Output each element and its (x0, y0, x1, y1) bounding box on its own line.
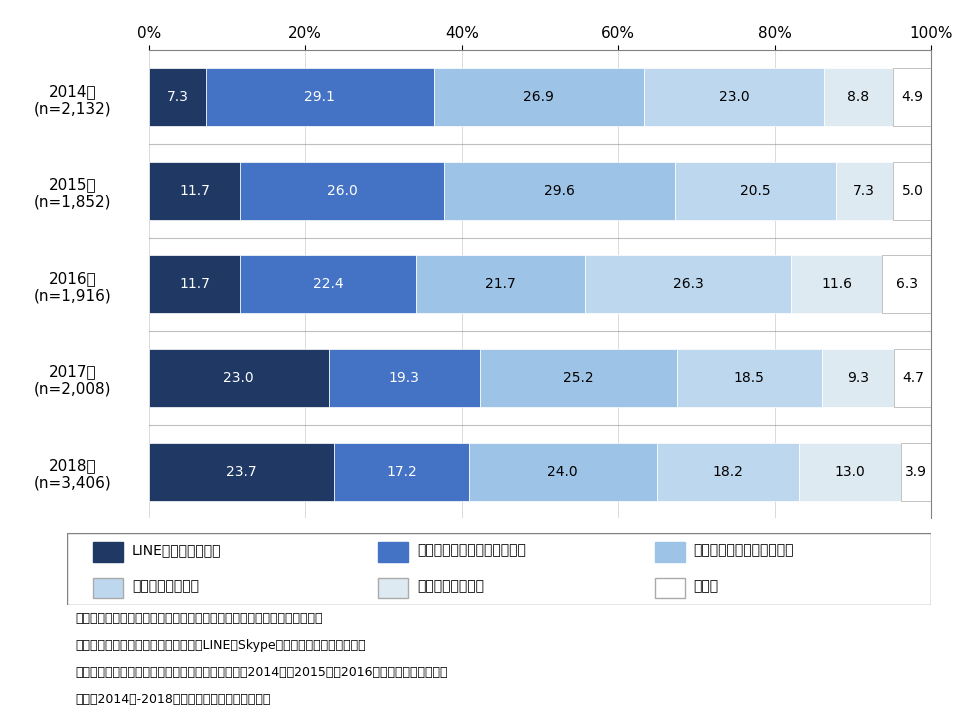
Text: 17.2: 17.2 (386, 464, 417, 479)
Bar (378, 578, 408, 598)
Bar (836, 162, 893, 220)
Text: 7.3: 7.3 (853, 184, 876, 198)
Text: 18.2: 18.2 (712, 464, 743, 479)
Bar (655, 578, 685, 598)
Bar (882, 256, 931, 313)
Text: 19.3: 19.3 (389, 371, 420, 385)
Text: 29.1: 29.1 (304, 90, 335, 104)
Bar (791, 256, 882, 313)
Text: 注２：スマホ・ケータイでの通話は、LINEやSkypeなどを用いた通話も含む。: 注２：スマホ・ケータイでの通話は、LINEやSkypeなどを用いた通話も含む。 (76, 639, 367, 652)
Text: 6.3: 6.3 (896, 277, 918, 292)
Bar (149, 256, 240, 313)
Text: 9.3: 9.3 (847, 371, 869, 385)
Text: 固定電話での通話: 固定電話での通話 (132, 579, 199, 593)
Bar (93, 542, 123, 562)
Bar (149, 349, 328, 407)
Bar (328, 349, 480, 407)
Text: 25.2: 25.2 (563, 371, 593, 385)
Text: 22.4: 22.4 (313, 277, 344, 292)
Bar (895, 349, 931, 407)
Text: 11.6: 11.6 (821, 277, 852, 292)
Text: 13.0: 13.0 (834, 464, 865, 479)
Text: 7.3: 7.3 (166, 90, 188, 104)
Bar (416, 256, 586, 313)
Bar (240, 256, 416, 313)
Bar (677, 349, 822, 407)
Bar (240, 162, 444, 220)
Bar (480, 349, 677, 407)
Text: 5.0: 5.0 (901, 184, 924, 198)
Text: 29.6: 29.6 (544, 184, 575, 198)
Bar (468, 443, 657, 500)
Text: スマホ・ケータイでの通話: スマホ・ケータイでの通話 (693, 543, 794, 557)
Bar (444, 162, 675, 220)
Text: 26.9: 26.9 (523, 90, 554, 104)
Bar (799, 443, 900, 500)
Bar (675, 162, 836, 220)
Text: 18.5: 18.5 (733, 371, 765, 385)
Bar (893, 68, 931, 126)
Text: 26.3: 26.3 (673, 277, 704, 292)
Bar (205, 68, 434, 126)
Text: 注１：スマホ・ケータイ所有者で、それぞれの連絡相手がいる人が回答。: 注１：スマホ・ケータイ所有者で、それぞれの連絡相手がいる人が回答。 (76, 612, 324, 625)
Text: 24.0: 24.0 (547, 464, 578, 479)
Bar (434, 68, 644, 126)
Bar (378, 542, 408, 562)
Text: 注３：「その他」は「パソコンを用いたメール」と2014年、2015年、2016年は「手紙」を含む。: 注３：「その他」は「パソコンを用いたメール」と2014年、2015年、2016年… (76, 666, 448, 679)
Text: 26.0: 26.0 (326, 184, 357, 198)
Bar (586, 256, 791, 313)
Text: 23.0: 23.0 (224, 371, 254, 385)
Bar (900, 443, 931, 500)
Text: 20.5: 20.5 (740, 184, 771, 198)
Text: 出所：2014年-2018年一般向けモバイル動向調査: 出所：2014年-2018年一般向けモバイル動向調査 (76, 693, 272, 706)
Text: 11.7: 11.7 (180, 277, 210, 292)
Text: 4.7: 4.7 (901, 371, 924, 385)
Text: 3.9: 3.9 (905, 464, 927, 479)
Text: 4.9: 4.9 (901, 90, 923, 104)
Bar (149, 68, 205, 126)
Text: 21.7: 21.7 (485, 277, 516, 292)
Text: 8.8: 8.8 (848, 90, 870, 104)
Text: スマホ・ケータイでのメール: スマホ・ケータイでのメール (417, 543, 526, 557)
Text: LINEでのメッセージ: LINEでのメッセージ (132, 543, 222, 557)
Text: 23.7: 23.7 (227, 464, 257, 479)
Bar (149, 162, 240, 220)
Bar (893, 162, 932, 220)
Bar (644, 68, 824, 126)
Bar (93, 578, 123, 598)
Bar (334, 443, 468, 500)
Text: 11.7: 11.7 (180, 184, 210, 198)
Text: その他: その他 (693, 579, 719, 593)
Text: 直接会って伝える: 直接会って伝える (417, 579, 484, 593)
Bar (822, 349, 895, 407)
Bar (657, 443, 799, 500)
Bar (655, 542, 685, 562)
Bar (149, 443, 334, 500)
Text: 23.0: 23.0 (719, 90, 750, 104)
Bar (824, 68, 893, 126)
